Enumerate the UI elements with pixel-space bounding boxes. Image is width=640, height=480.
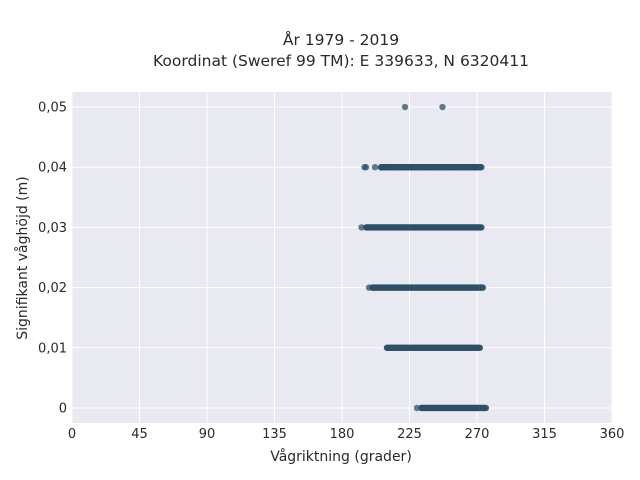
x-tick-label: 360 bbox=[600, 427, 625, 442]
chart-title-line1: År 1979 - 2019 bbox=[283, 30, 399, 49]
data-point bbox=[478, 164, 485, 171]
y-tick-label: 0,02 bbox=[38, 281, 67, 296]
data-point bbox=[401, 103, 409, 111]
data-point bbox=[479, 284, 487, 291]
data-point bbox=[476, 344, 484, 351]
x-tick-label: 225 bbox=[397, 427, 422, 442]
x-tick-label: 90 bbox=[199, 427, 216, 442]
x-tick-label: 315 bbox=[532, 427, 557, 442]
x-tick-label: 45 bbox=[131, 427, 148, 442]
y-tick-label: 0,04 bbox=[38, 161, 67, 176]
x-tick-label: 135 bbox=[262, 427, 287, 442]
data-point bbox=[413, 404, 421, 412]
data-point bbox=[482, 404, 490, 412]
data-points bbox=[358, 103, 490, 412]
y-tick-label: 0,05 bbox=[38, 101, 67, 116]
x-tick-label: 0 bbox=[68, 427, 76, 442]
data-point bbox=[478, 224, 485, 231]
y-tick-label: 0,03 bbox=[38, 221, 67, 236]
x-tick-label: 180 bbox=[330, 427, 355, 442]
y-tick-label: 0 bbox=[59, 401, 67, 416]
x-tick-label: 270 bbox=[465, 427, 490, 442]
y-axis-label: Signifikant våghöjd (m) bbox=[14, 176, 31, 339]
gridlines bbox=[71, 92, 613, 423]
chart-title-line2: Koordinat (Sweref 99 TM): E 339633, N 63… bbox=[153, 52, 529, 70]
y-tick-label: 0,01 bbox=[38, 341, 67, 356]
x-axis-ticks: 0 45 90 135 180 225 270 315 360 bbox=[68, 427, 625, 442]
y-axis-ticks: 0 0,01 0,02 0,03 0,04 0,05 bbox=[38, 101, 67, 417]
data-point bbox=[358, 224, 365, 231]
data-point bbox=[371, 164, 379, 171]
data-point bbox=[439, 103, 446, 111]
x-axis-label: Vågriktning (grader) bbox=[270, 448, 412, 465]
data-point bbox=[362, 164, 370, 171]
